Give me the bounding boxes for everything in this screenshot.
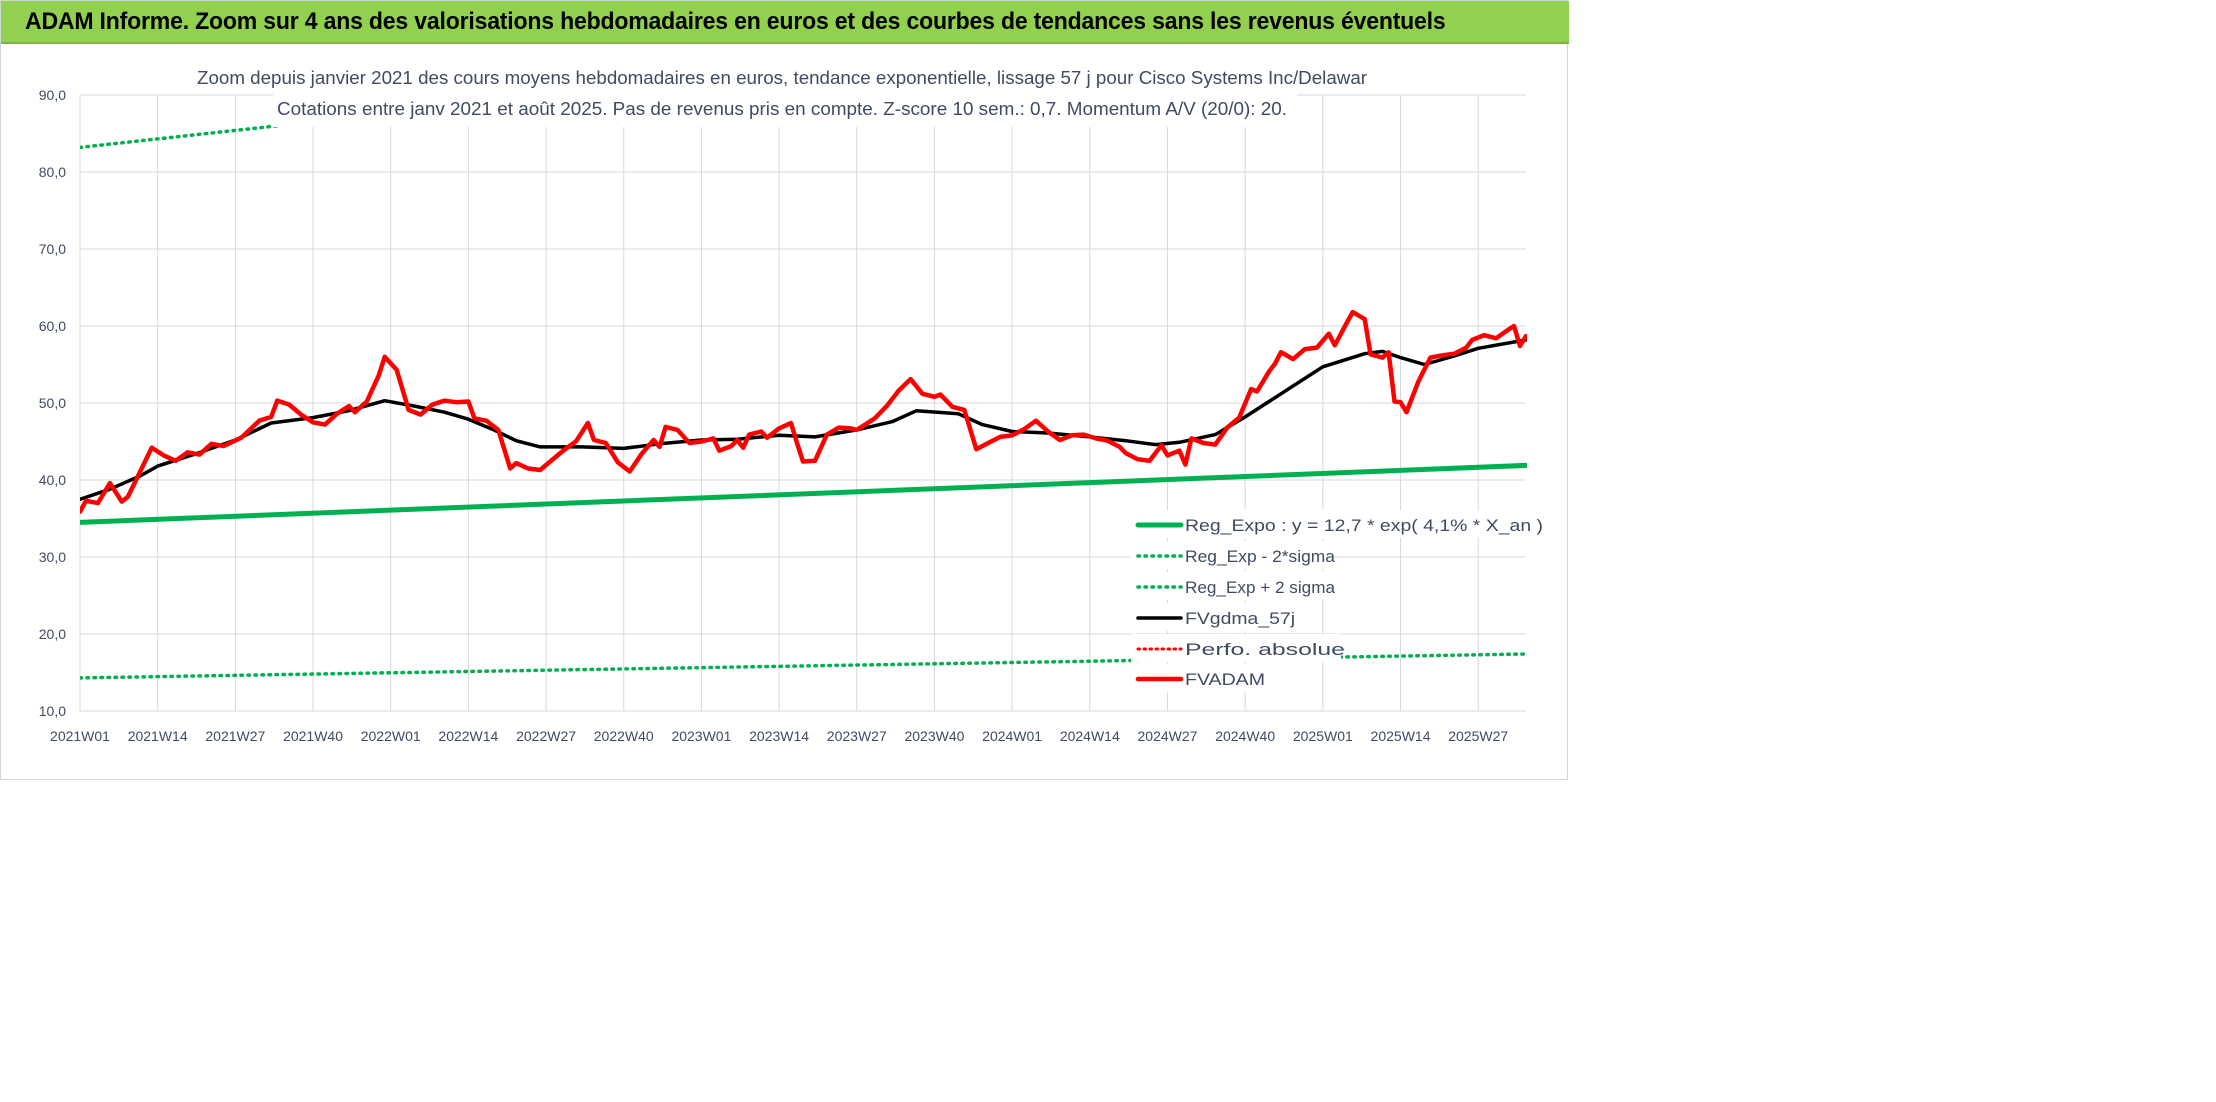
chart-frame: ADAM Informe. Zoom sur 4 ans des valoris… [0, 0, 1569, 780]
chart-legend: Reg_Expo : y = 12,7 * exp( 4,1% * X_an )… [1131, 510, 1543, 692]
x-tick-label: 2023W14 [749, 728, 809, 744]
y-tick-label: 80,0 [39, 164, 66, 180]
y-tick-label: 30,0 [39, 549, 66, 565]
chart-title-line1: Zoom depuis janvier 2021 des cours moyen… [197, 68, 1367, 88]
y-tick-label: 90,0 [39, 87, 66, 103]
banner-title: ADAM Informe. Zoom sur 4 ans des valoris… [25, 8, 1446, 35]
series-line-5 [80, 309, 1527, 514]
y-tick-label: 60,0 [39, 318, 66, 334]
x-tick-label: 2024W01 [982, 728, 1042, 744]
title-background [273, 93, 1297, 127]
x-tick-label: 2022W14 [438, 728, 498, 744]
legend-label: Reg_Expo : y = 12,7 * exp( 4,1% * X_an ) [1185, 516, 1543, 535]
x-tick-label: 2021W14 [128, 728, 188, 744]
x-tick-label: 2025W27 [1448, 728, 1508, 744]
series-line-3 [80, 338, 1527, 502]
x-tick-label: 2023W27 [827, 728, 887, 744]
legend-background [1131, 634, 1341, 662]
chart-title: Zoom depuis janvier 2021 des cours moyen… [192, 61, 1375, 127]
y-tick-label: 50,0 [39, 395, 66, 411]
x-tick-label: 2024W27 [1138, 728, 1198, 744]
series-line-0 [80, 462, 1527, 525]
legend-label: Reg_Exp + 2 sigma [1185, 578, 1336, 597]
line-chart: 10,0 20,0 30,0 40,0 50,0 60,0 70,0 80,0 90,0 202… [39, 61, 1543, 744]
x-tick-label: 2021W40 [283, 728, 343, 744]
legend-label: FVADAM [1185, 670, 1265, 689]
x-tick-label: 2021W01 [50, 728, 110, 744]
x-tick-label: 2022W40 [594, 728, 654, 744]
title-background [192, 61, 1375, 93]
y-axis-ticks: 10,0 20,0 30,0 40,0 50,0 60,0 70,0 80,0 90,0 [39, 87, 66, 719]
x-tick-label: 2024W14 [1060, 728, 1120, 744]
y-tick-label: 40,0 [39, 472, 66, 488]
series-line-2 [80, 84, 745, 150]
legend-background [1131, 510, 1539, 538]
x-tick-label: 2021W27 [205, 728, 265, 744]
y-tick-label: 10,0 [39, 703, 66, 719]
legend-label: FVgdma_57j [1185, 609, 1295, 628]
x-tick-label: 2022W27 [516, 728, 576, 744]
x-tick-label: 2025W14 [1371, 728, 1431, 744]
x-tick-label: 2023W01 [671, 728, 731, 744]
legend-background [1131, 541, 1331, 569]
x-axis-ticks: 2021W01 2021W14 2021W27 2021W40 2022W01 2022W… [50, 728, 1508, 744]
x-tick-label: 2022W01 [361, 728, 421, 744]
legend-label: Reg_Exp - 2*sigma [1185, 547, 1336, 566]
legend-background [1131, 572, 1331, 600]
report-banner: ADAM Informe. Zoom sur 4 ans des valoris… [1, 1, 1569, 44]
x-tick-label: 2024W40 [1215, 728, 1275, 744]
y-tick-label: 70,0 [39, 241, 66, 257]
legend-label: Perfo. absolue [1185, 640, 1345, 659]
x-tick-label: 2023W40 [904, 728, 964, 744]
x-tick-label: 2025W01 [1293, 728, 1353, 744]
grid-lines [79, 94, 1526, 712]
chart-title-line2: Cotations entre janv 2021 et août 2025. … [277, 99, 1287, 119]
y-tick-label: 20,0 [39, 626, 66, 642]
